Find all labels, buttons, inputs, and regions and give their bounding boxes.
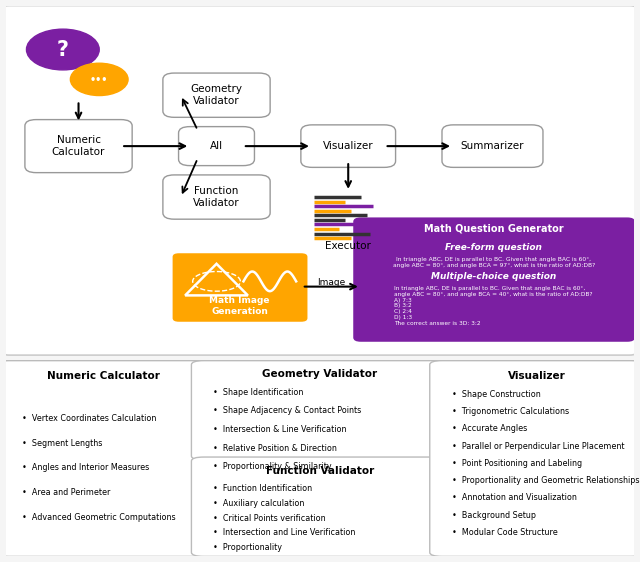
Text: Visualizer: Visualizer [323,141,374,151]
Text: •  Relative Position & Direction: • Relative Position & Direction [213,443,337,453]
Text: •  Point Positioning and Labeling: • Point Positioning and Labeling [452,459,582,468]
Text: Geometry Validator: Geometry Validator [262,369,378,379]
Text: •  Proportionality and Geometric Relationships: • Proportionality and Geometric Relation… [452,476,639,485]
Text: •  Auxiliary calculation: • Auxiliary calculation [213,498,305,508]
Text: Math Image
Generation: Math Image Generation [209,296,270,316]
FancyBboxPatch shape [191,457,449,556]
Text: •  Intersection and Line Verification: • Intersection and Line Verification [213,528,356,537]
Text: All: All [210,141,223,151]
FancyBboxPatch shape [163,175,270,219]
Text: Geometry
Validator: Geometry Validator [191,84,243,106]
Text: Image: Image [317,278,346,287]
FancyBboxPatch shape [25,120,132,173]
FancyBboxPatch shape [179,126,255,166]
Text: •  Shape Identification: • Shape Identification [213,388,304,397]
Text: ?: ? [57,39,69,60]
FancyBboxPatch shape [173,253,307,321]
Text: •  Shape Construction: • Shape Construction [452,389,540,398]
Text: Visualizer: Visualizer [508,371,565,382]
Text: •••: ••• [90,75,108,85]
Text: •  Segment Lengths: • Segment Lengths [22,439,102,448]
Text: Multiple-choice question: Multiple-choice question [431,272,556,282]
Text: In triangle ABC, DE is parallel to BC. Given that angle BAC is 60°,
angle ABC = : In triangle ABC, DE is parallel to BC. G… [394,286,593,326]
FancyBboxPatch shape [353,217,635,342]
Text: Function
Validator: Function Validator [193,186,240,208]
Text: •  Area and Perimeter: • Area and Perimeter [22,488,111,497]
Text: •  Vertex Coordinates Calculation: • Vertex Coordinates Calculation [22,414,156,423]
Text: Math Question Generator: Math Question Generator [424,224,564,234]
Text: •  Angles and Interior Measures: • Angles and Interior Measures [22,463,149,473]
Text: •  Critical Points verification: • Critical Points verification [213,514,326,523]
Text: In triangle ABC, DE is parallel to BC. Given that angle BAC is 60°,
angle ABC = : In triangle ABC, DE is parallel to BC. G… [392,257,595,268]
Circle shape [70,63,128,96]
Text: Function Validator: Function Validator [266,466,374,476]
Text: •  Annotation and Visualization: • Annotation and Visualization [452,493,577,502]
Text: •  Background Setup: • Background Setup [452,511,536,520]
Text: Numeric
Calculator: Numeric Calculator [52,135,105,157]
Text: Numeric Calculator: Numeric Calculator [47,371,160,382]
FancyBboxPatch shape [191,361,449,460]
Text: •  Advanced Geometric Computations: • Advanced Geometric Computations [22,513,176,522]
Text: •  Proportionality: • Proportionality [213,543,282,552]
Text: •  Modular Code Structure: • Modular Code Structure [452,528,557,537]
FancyBboxPatch shape [442,125,543,167]
FancyBboxPatch shape [0,361,210,556]
Text: •  Intersection & Line Verification: • Intersection & Line Verification [213,425,347,434]
Text: Free-form question: Free-form question [445,243,542,252]
Text: •  Shape Adjacency & Contact Points: • Shape Adjacency & Contact Points [213,406,362,415]
Circle shape [26,29,99,70]
FancyBboxPatch shape [163,73,270,117]
Text: •  Parallel or Perpendicular Line Placement: • Parallel or Perpendicular Line Placeme… [452,442,624,451]
Text: •  Function Identification: • Function Identification [213,484,312,493]
Text: Summarizer: Summarizer [461,141,524,151]
Text: •  Accurate Angles: • Accurate Angles [452,424,527,433]
FancyBboxPatch shape [301,125,396,167]
FancyBboxPatch shape [0,6,639,355]
Text: •  Proportionality & Similarity: • Proportionality & Similarity [213,463,332,472]
Text: •  Trigonometric Calculations: • Trigonometric Calculations [452,407,569,416]
FancyBboxPatch shape [430,361,640,556]
Text: Executor: Executor [325,241,371,251]
